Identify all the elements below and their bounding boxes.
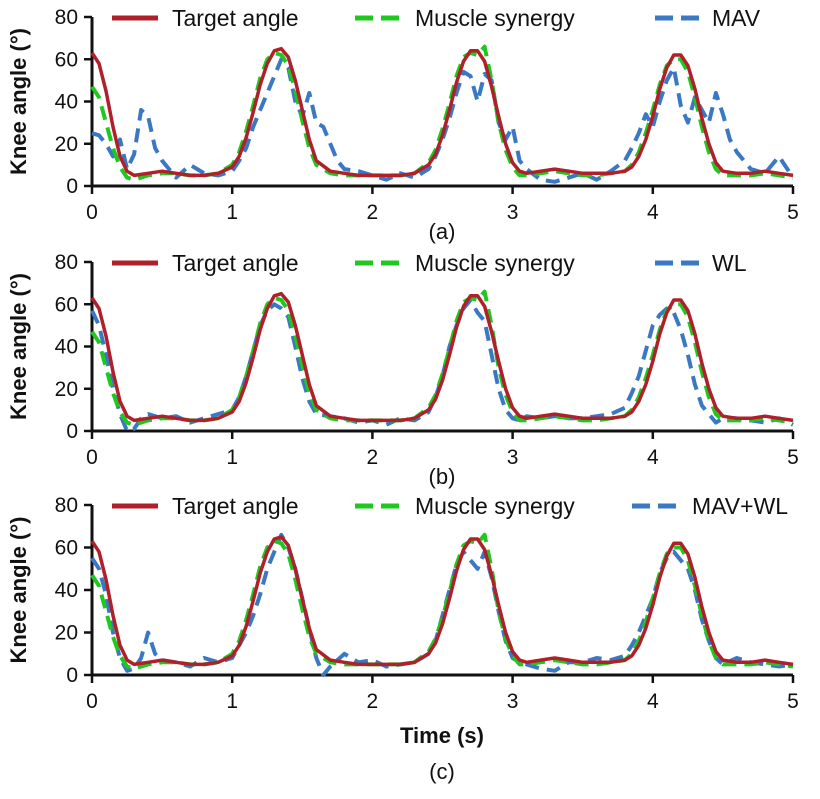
y-tick-label: 60 [55,537,78,560]
x-tick-label: 2 [367,201,379,224]
legend-label: Target angle [172,493,299,519]
x-tick-label: 3 [507,201,519,224]
y-tick-label: 20 [55,378,78,401]
series-line-target-angle [90,535,794,667]
y-tick-label: 0 [66,664,78,687]
y-tick-label: 0 [66,420,78,443]
series-line-target-angle [90,46,794,178]
chart-panel-a: 0 20 40 60 80 0 1 2 3 4 5 Knee angle (°) (a) Target a… [6,5,799,244]
y-tick-label: 20 [55,622,78,645]
y-axis-title: Knee angle (°) [6,517,31,664]
x-tick-label: 1 [226,446,238,469]
legend-label: Muscle synergy [415,5,575,31]
chart-panel-b: 0 20 40 60 80 0 1 2 3 4 5 Knee angle (°) (b) Target a… [6,250,799,489]
legend-label: Target angle [172,5,299,31]
x-axis-title: Time (s) [400,723,484,748]
x-tick-label: 5 [787,690,799,713]
legend-label: WL [712,250,747,276]
y-tick-label: 0 [66,175,78,198]
series-line-wl [90,298,794,433]
y-axis-title: Knee angle (°) [6,273,31,420]
x-tick-label: 3 [507,690,519,713]
legend-label: Target angle [172,250,299,276]
x-tick-label: 0 [86,690,98,713]
panel-label: (b) [429,464,456,489]
y-tick-label: 40 [55,91,78,114]
series-line-mav-wl [90,532,794,677]
x-tick-label: 1 [226,690,238,713]
chart-panel-c: 0 20 40 60 80 0 1 2 3 4 5 Knee angle (°) (c) Target a… [6,493,799,784]
series-line-target-angle [90,291,794,423]
y-tick-label: 40 [55,336,78,359]
x-tick-label: 2 [367,690,379,713]
panel-label: (a) [429,219,456,244]
y-tick-label: 80 [55,251,78,274]
x-tick-label: 4 [647,446,659,469]
x-tick-label: 5 [787,201,799,224]
y-tick-label: 80 [55,494,78,517]
x-tick-label: 2 [367,446,379,469]
y-tick-label: 80 [55,6,78,29]
legend-label: MAV+WL [692,493,788,519]
x-tick-label: 0 [86,446,98,469]
y-axis-title: Knee angle (°) [6,28,31,175]
legend-label: Muscle synergy [415,493,575,519]
x-tick-label: 3 [507,446,519,469]
y-tick-label: 60 [55,48,78,71]
panel-label: (c) [429,759,455,784]
x-tick-label: 4 [647,690,659,713]
x-tick-label: 5 [787,446,799,469]
y-tick-label: 60 [55,293,78,316]
legend-label: MAV [712,5,761,31]
y-tick-label: 20 [55,133,78,156]
x-tick-label: 0 [86,201,98,224]
x-tick-label: 4 [647,201,659,224]
y-tick-label: 40 [55,579,78,602]
legend-label: Muscle synergy [415,250,575,276]
x-tick-label: 1 [226,201,238,224]
